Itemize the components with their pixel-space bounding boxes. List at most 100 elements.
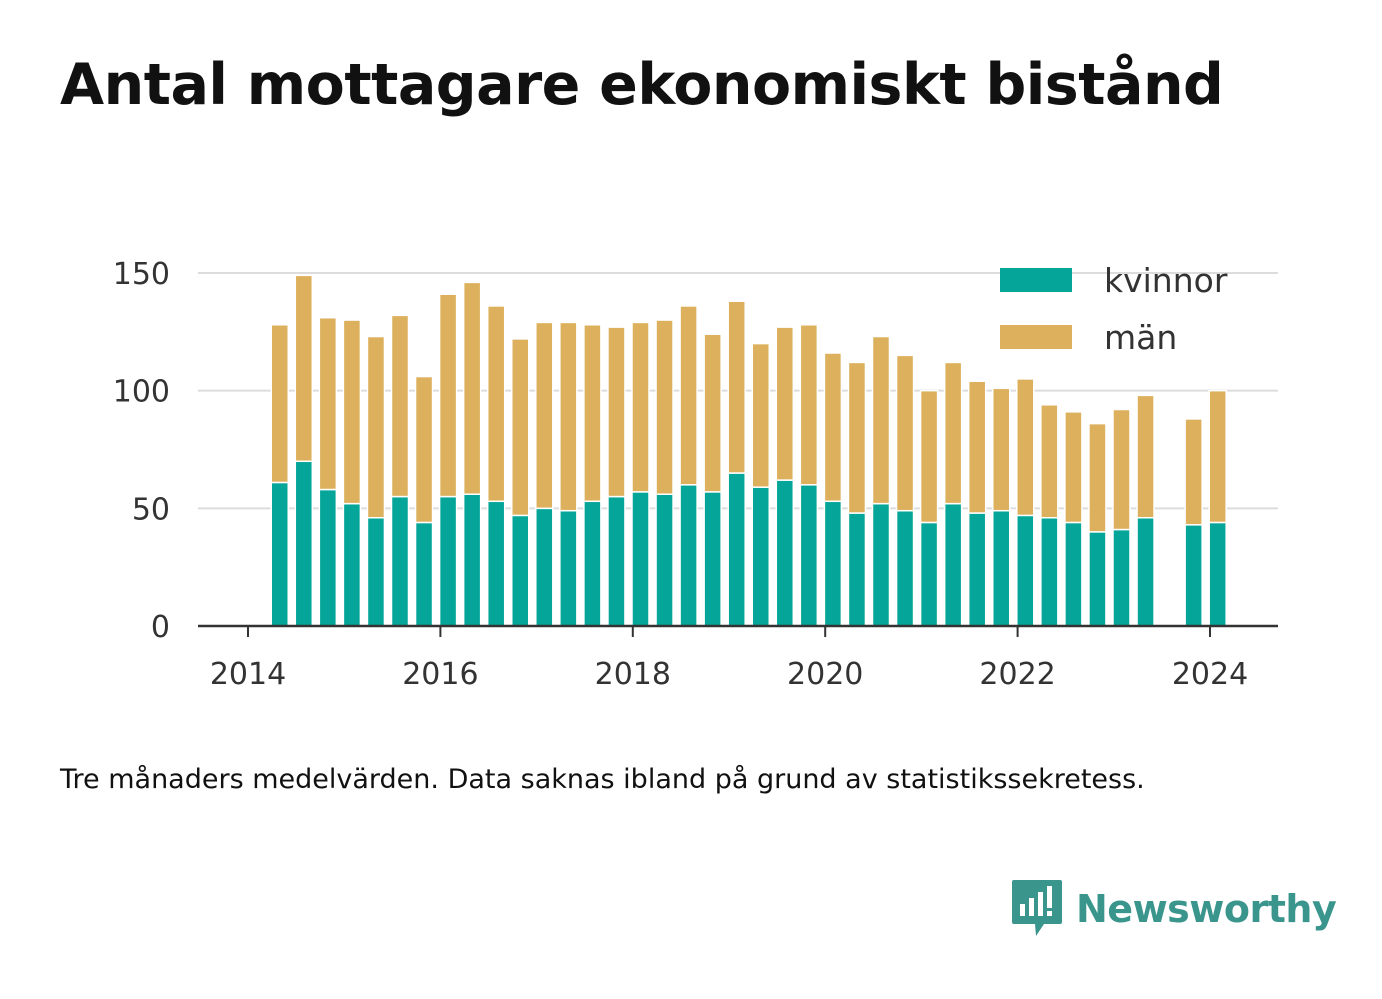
- bar-segment: [727, 472, 746, 627]
- bar-segment: [583, 324, 602, 503]
- bar-segment: [1136, 516, 1155, 627]
- bar-segment: [991, 387, 1011, 512]
- bar-segment: [799, 324, 819, 486]
- legend-label: kvinnor: [1104, 261, 1228, 300]
- brand-logo[interactable]: Newsworthy: [1010, 878, 1337, 940]
- bar-segment: [1112, 528, 1131, 627]
- bar-segment: [751, 486, 770, 627]
- bar-segment: [1040, 404, 1059, 519]
- bar-segment: [655, 493, 674, 627]
- bar-segment: [366, 335, 386, 519]
- bar-segment: [631, 491, 650, 627]
- bar-segment: [895, 354, 915, 512]
- newsworthy-logo-icon: [1012, 880, 1062, 936]
- bar-segment: [414, 375, 434, 524]
- bar-segment: [943, 361, 963, 505]
- bar-segment: [1184, 418, 1203, 526]
- x-tick-label: 2016: [402, 657, 478, 692]
- y-tick-label: 0: [151, 610, 170, 645]
- bars: [270, 274, 1227, 627]
- bar-segment: [1208, 389, 1227, 524]
- bar-segment: [871, 335, 891, 505]
- bar-segment: [390, 495, 410, 627]
- bar-segment: [631, 321, 650, 493]
- bar-segment: [438, 293, 458, 498]
- bar-segment: [967, 380, 987, 514]
- bar-segment: [438, 495, 458, 627]
- bar-segment: [1016, 514, 1035, 627]
- bar-segment: [486, 305, 506, 503]
- bar-segment: [607, 326, 626, 498]
- bar-segment: [510, 338, 530, 517]
- stacked-bar-chart: 0 50 100 150 2014 2016 2018 2020 2022 2024 kvinno…: [113, 257, 1278, 692]
- bar-segment: [535, 507, 554, 627]
- bar-segment: [1088, 531, 1107, 627]
- bar-segment: [775, 479, 795, 627]
- x-tick-label: 2018: [595, 657, 671, 692]
- bar-segment: [751, 342, 770, 488]
- bar-segment: [655, 319, 674, 495]
- bar-segment: [462, 493, 482, 627]
- bar-segment: [270, 324, 289, 484]
- bar-segment: [535, 321, 554, 510]
- bar-segment: [1112, 408, 1131, 531]
- bar-segment: [703, 333, 722, 493]
- bar-segment: [414, 521, 434, 627]
- bar-segment: [847, 512, 867, 627]
- bar-segment: [510, 514, 530, 627]
- bar-segment: [1184, 524, 1203, 627]
- bar-segment: [1040, 516, 1059, 627]
- y-tick-label: 150: [113, 257, 170, 292]
- bar-segment: [1064, 521, 1083, 627]
- bar-segment: [919, 389, 939, 524]
- bar-segment: [799, 484, 819, 627]
- bar-segment: [703, 491, 722, 627]
- bar-segment: [679, 305, 698, 486]
- chart-title: Antal mottagare ekonomiskt bistånd: [60, 52, 1224, 118]
- bar-segment: [823, 500, 843, 627]
- bar-segment: [559, 321, 578, 512]
- bar-segment: [294, 274, 314, 463]
- bar-segment: [294, 460, 314, 627]
- bar-segment: [679, 484, 698, 627]
- bar-segment: [871, 502, 891, 627]
- y-tick-label: 50: [132, 492, 170, 527]
- legend-swatch: [1000, 325, 1072, 349]
- bar-segment: [462, 281, 482, 495]
- bar-segment: [390, 314, 410, 498]
- bar-segment: [727, 300, 746, 474]
- y-tick-label: 100: [113, 375, 170, 410]
- axes: 0 50 100 150 2014 2016 2018 2020 2022 2024: [113, 257, 1278, 692]
- legend: kvinnor män: [1000, 261, 1228, 357]
- bar-segment: [919, 521, 939, 627]
- bar-segment: [1208, 521, 1227, 627]
- brand-name: Newsworthy: [1076, 887, 1337, 931]
- bar-segment: [342, 502, 362, 627]
- bar-segment: [1088, 422, 1107, 533]
- bar-segment: [895, 509, 915, 627]
- bar-segment: [318, 488, 338, 627]
- bar-segment: [607, 495, 626, 627]
- bar-segment: [847, 361, 867, 514]
- bar-segment: [823, 352, 843, 503]
- x-tick-label: 2024: [1172, 657, 1248, 692]
- bar-segment: [366, 516, 386, 627]
- bar-segment: [943, 502, 963, 627]
- bar-segment: [583, 500, 602, 627]
- bar-segment: [318, 316, 338, 491]
- bar-segment: [1136, 394, 1155, 519]
- bar-segment: [775, 326, 795, 481]
- bar-segment: [991, 509, 1011, 627]
- bar-segment: [1064, 411, 1083, 524]
- x-tick-label: 2022: [979, 657, 1055, 692]
- bar-segment: [270, 481, 289, 627]
- bar-segment: [559, 509, 578, 627]
- legend-label: män: [1104, 318, 1177, 357]
- bar-segment: [342, 319, 362, 505]
- x-tick-label: 2014: [210, 657, 286, 692]
- x-tick-label: 2020: [787, 657, 863, 692]
- legend-swatch: [1000, 268, 1072, 292]
- bar-segment: [967, 512, 987, 627]
- bar-segment: [486, 500, 506, 627]
- bar-segment: [1016, 378, 1035, 517]
